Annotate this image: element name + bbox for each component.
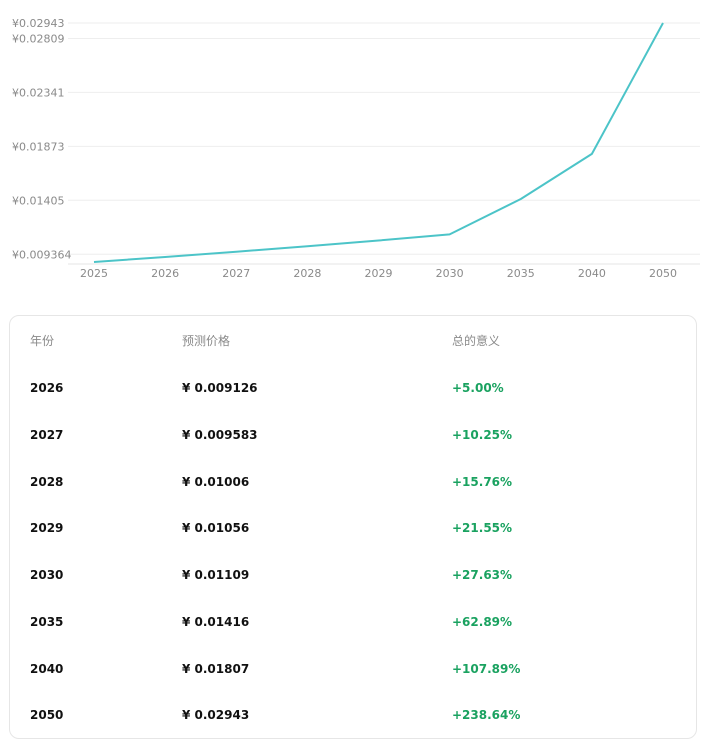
row-price: ¥ 0.01006 xyxy=(182,475,250,489)
data-point xyxy=(520,198,522,200)
x-tick-label: 2025 xyxy=(80,267,108,280)
table-row: 2050 ¥ 0.02943 +238.64% xyxy=(10,705,696,725)
data-point xyxy=(93,261,95,263)
header-change: 总的意义 xyxy=(452,334,501,348)
table-row: 2040 ¥ 0.01807 +107.89% xyxy=(10,659,696,679)
data-point xyxy=(662,22,664,24)
data-point xyxy=(235,251,237,253)
y-tick-label: ¥0.01405 xyxy=(12,194,65,207)
row-year: 2028 xyxy=(30,475,64,489)
forecast-table: 年份 预测价格 总的意义 2026 ¥ 0.009126 +5.00% 2027… xyxy=(9,315,697,739)
table-row: 2029 ¥ 0.01056 +21.55% xyxy=(10,518,696,538)
row-price: ¥ 0.01807 xyxy=(182,662,250,676)
x-tick-label: 2027 xyxy=(222,267,250,280)
data-point xyxy=(378,239,380,241)
header-price: 预测价格 xyxy=(182,334,231,348)
row-change: +27.63% xyxy=(452,568,513,582)
x-tick-label: 2040 xyxy=(578,267,606,280)
y-tick-label: ¥0.02809 xyxy=(12,32,65,45)
row-change: +62.89% xyxy=(452,615,513,629)
row-change: +238.64% xyxy=(452,708,521,722)
x-tick-label: 2026 xyxy=(151,267,179,280)
row-year: 2050 xyxy=(30,708,64,722)
price-series xyxy=(93,22,664,263)
x-tick-label: 2035 xyxy=(507,267,535,280)
chart-gridlines xyxy=(68,22,700,265)
table-row: 2030 ¥ 0.01109 +27.63% xyxy=(10,565,696,585)
y-tick-label: ¥0.02341 xyxy=(12,86,65,99)
row-year: 2027 xyxy=(30,428,64,442)
data-point xyxy=(164,256,166,258)
data-point xyxy=(591,153,593,155)
y-axis-ticks: ¥0.009364 ¥0.01405 ¥0.01873 ¥0.02341 ¥0.0280… xyxy=(12,17,72,261)
x-tick-label: 2028 xyxy=(293,267,321,280)
row-price: ¥ 0.02943 xyxy=(182,708,250,722)
table-header-row: 年份 预测价格 总的意义 xyxy=(10,331,696,351)
x-axis-ticks: 2025 2026 2027 2028 2029 2030 2035 2040 2050 xyxy=(80,267,677,280)
y-tick-label: ¥0.01873 xyxy=(12,140,65,153)
row-change: +21.55% xyxy=(452,521,513,535)
table-row: 2028 ¥ 0.01006 +15.76% xyxy=(10,472,696,492)
table-row: 2026 ¥ 0.009126 +5.00% xyxy=(10,378,696,398)
y-tick-label: ¥0.02943 xyxy=(12,17,65,30)
row-price: ¥ 0.01416 xyxy=(182,615,250,629)
header-year: 年份 xyxy=(30,334,55,348)
row-change: +15.76% xyxy=(452,475,513,489)
row-price: ¥ 0.009126 xyxy=(182,381,258,395)
x-tick-label: 2029 xyxy=(365,267,393,280)
y-tick-label: ¥0.009364 xyxy=(12,248,72,261)
row-year: 2030 xyxy=(30,568,64,582)
x-tick-label: 2050 xyxy=(649,267,677,280)
row-year: 2040 xyxy=(30,662,64,676)
row-year: 2026 xyxy=(30,381,64,395)
table-row: 2027 ¥ 0.009583 +10.25% xyxy=(10,425,696,445)
row-change: +10.25% xyxy=(452,428,513,442)
data-point xyxy=(306,245,308,247)
data-point xyxy=(449,233,451,235)
table-row: 2035 ¥ 0.01416 +62.89% xyxy=(10,612,696,632)
row-price: ¥ 0.01109 xyxy=(182,568,250,582)
row-year: 2035 xyxy=(30,615,64,629)
row-price: ¥ 0.009583 xyxy=(182,428,258,442)
row-price: ¥ 0.01056 xyxy=(182,521,250,535)
x-tick-label: 2030 xyxy=(436,267,464,280)
series-line xyxy=(93,22,664,263)
row-change: +107.89% xyxy=(452,662,521,676)
row-change: +5.00% xyxy=(452,381,504,395)
price-forecast-chart: ¥0.009364 ¥0.01405 ¥0.01873 ¥0.02341 ¥0.0280… xyxy=(12,17,700,280)
row-year: 2029 xyxy=(30,521,64,535)
